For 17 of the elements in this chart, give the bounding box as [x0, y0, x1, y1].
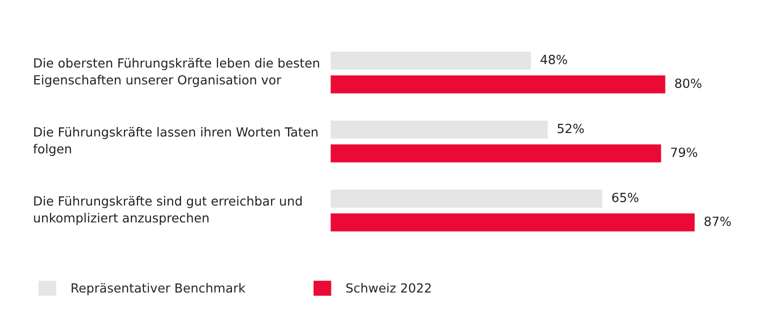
bar — [330, 143, 662, 164]
y-tick-label: Die Führungskräfte sind gut erreichbar und unkompliziert anzusprechen — [34, 196, 302, 225]
legend-label: Schweiz 2022 — [346, 282, 431, 293]
bar — [330, 212, 696, 233]
data-label: 65% — [612, 192, 638, 202]
data-label: 48% — [540, 54, 568, 64]
legend-label: Repräsentativer Benchmark — [72, 282, 246, 296]
data-label: 79% — [671, 148, 698, 158]
data-label: 52% — [558, 124, 584, 134]
bar — [330, 188, 604, 209]
y-tick-label: Die obersten Führungskräfte leben die besten Eigenschaften unserer Organisation vor — [34, 58, 320, 87]
data-label: 80% — [675, 78, 702, 88]
bar — [330, 50, 532, 71]
bar — [330, 119, 550, 140]
data-label: 87% — [704, 216, 731, 226]
bar — [330, 74, 667, 95]
y-tick-label: Die Führungskräfte lassen ihren Worten Taten folgen — [33, 127, 318, 156]
